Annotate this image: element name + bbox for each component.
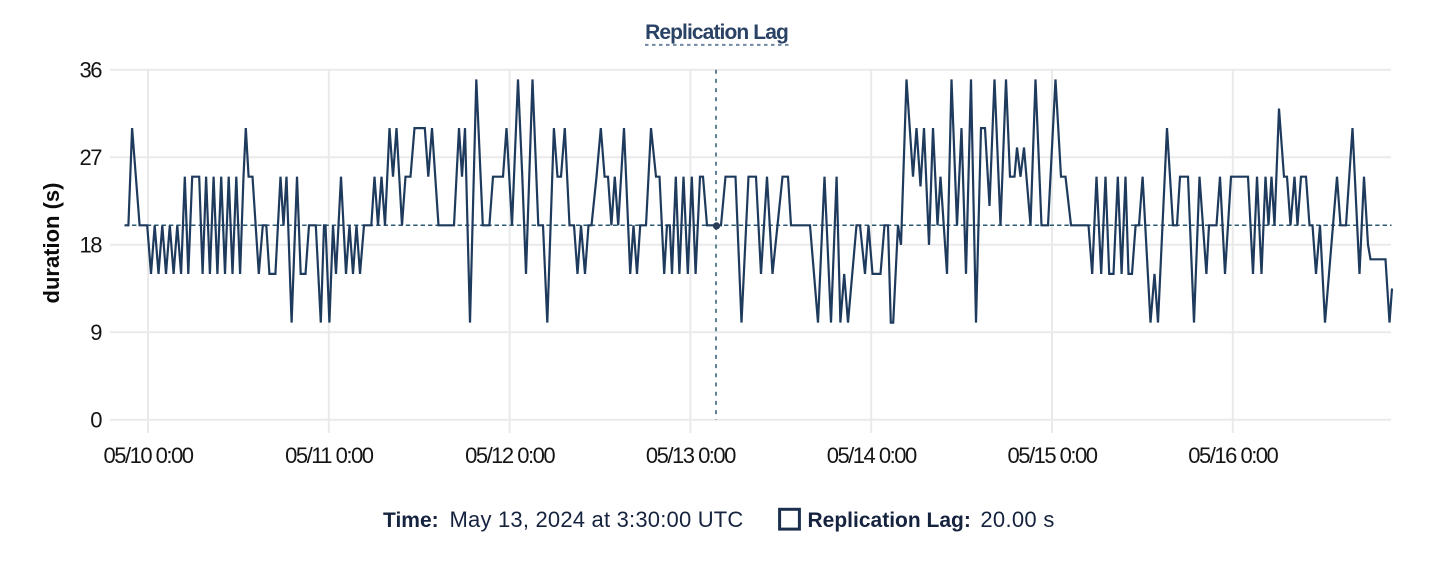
svg-text:05/12 0:00: 05/12 0:00 — [465, 443, 555, 468]
svg-text:Replication Lag: Replication Lag — [645, 21, 788, 44]
svg-text:27: 27 — [80, 145, 103, 170]
svg-text:May 13, 2024 at 3:30:00 UTC: May 13, 2024 at 3:30:00 UTC — [450, 507, 744, 532]
svg-text:05/10 0:00: 05/10 0:00 — [104, 443, 194, 468]
svg-text:36: 36 — [80, 58, 103, 83]
svg-text:Replication Lag:: Replication Lag: — [808, 509, 971, 532]
svg-text:05/15 0:00: 05/15 0:00 — [1008, 443, 1098, 468]
svg-text:9: 9 — [90, 320, 102, 345]
svg-text:20.00 s: 20.00 s — [980, 507, 1054, 532]
svg-text:Time:: Time: — [383, 509, 439, 532]
svg-text:05/14 0:00: 05/14 0:00 — [827, 443, 917, 468]
svg-text:0: 0 — [90, 408, 102, 433]
svg-text:duration (s): duration (s) — [39, 183, 64, 304]
svg-text:18: 18 — [80, 233, 103, 258]
svg-text:05/11 0:00: 05/11 0:00 — [285, 443, 374, 468]
svg-text:05/16 0:00: 05/16 0:00 — [1188, 443, 1278, 468]
svg-text:05/13 0:00: 05/13 0:00 — [646, 443, 736, 468]
